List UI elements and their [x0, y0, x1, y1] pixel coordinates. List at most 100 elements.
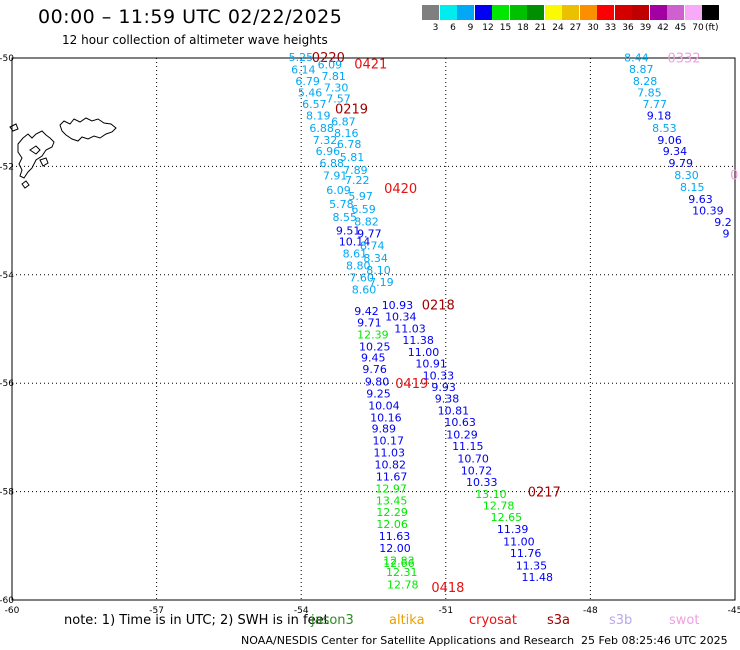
colorbar-label: 18: [517, 23, 529, 33]
wave-height-value: 7.22: [345, 174, 370, 187]
wave-height-value: 12.65: [491, 511, 522, 524]
wave-height-value: 6.78: [337, 138, 362, 151]
wave-height-value: 8.61: [343, 248, 368, 261]
wave-height-value: 10.34: [385, 311, 417, 324]
wave-height-value: 13.45: [376, 494, 408, 507]
wave-height-value: 9.18: [647, 109, 672, 122]
wave-height-value: 10.25: [359, 340, 391, 353]
wave-height-value: 9.80: [365, 376, 390, 389]
colorbar-swatch: [544, 5, 562, 20]
footer-note: note: 1) Time is in UTC; 2) SWH is in fe…: [64, 613, 329, 628]
wave-height-value: 9.63: [688, 193, 713, 206]
colorbar-swatch: [439, 5, 457, 20]
wave-height-value: 9.89: [372, 423, 397, 436]
footer-credit: NOAA/NESDIS Center for Satellite Applica…: [241, 634, 575, 647]
wave-height-value: 8.34: [363, 252, 388, 265]
wave-height-value: 11.63: [379, 530, 411, 543]
wave-height-value: 11.76: [510, 547, 542, 560]
wave-height-value: 10.14: [339, 236, 371, 249]
wave-height-value: 9.93: [431, 381, 456, 394]
wave-height-value: 6.14: [291, 63, 316, 76]
colorbar-label: 15: [499, 23, 512, 33]
pass-time-label: 0421: [354, 57, 387, 72]
pass-time-label: 0: [730, 169, 738, 184]
wave-height-value: 9: [722, 228, 729, 241]
colorbar-label: 3: [432, 23, 439, 33]
wave-height-value: 11.00: [408, 346, 440, 359]
wave-height-value: 11.67: [376, 470, 408, 483]
colorbar-swatch: [684, 5, 702, 20]
colorbar-swatch: [527, 5, 544, 20]
colorbar-label: 42: [657, 23, 669, 33]
wave-height-value: 12.97: [375, 482, 407, 495]
colorbar-unit: (ft): [705, 23, 719, 33]
colorbar-label: 21: [534, 23, 547, 33]
colorbar-swatch: [702, 5, 719, 20]
colorbar-swatch: [492, 5, 509, 20]
colorbar-label: 9: [467, 23, 474, 33]
colorbar-swatch: [614, 5, 632, 20]
satellite-pass-labels: 0220 0421 0219 0420 0218 0419 0217 0418 0332 0: [312, 51, 739, 596]
wave-height-value: 9.51: [336, 224, 361, 237]
map-subtitle: 12 hour collection of altimeter wave hei…: [62, 33, 328, 47]
wave-height-value: 7.30: [324, 81, 349, 94]
wave-height-value: 11.15: [452, 440, 484, 453]
latitude-tick-label: -54: [0, 271, 14, 281]
wave-height-value: 11.03: [374, 447, 406, 460]
pass-time-label: 0332: [668, 51, 701, 66]
wave-height-value: 11.35: [516, 559, 548, 572]
colorbar-swatch: [632, 5, 649, 20]
colorbar-swatch: [649, 5, 667, 20]
legend-item-swot: swot: [669, 613, 700, 628]
pass-time-label: 0217: [528, 486, 561, 501]
longitude-tick-label: -51: [438, 606, 453, 616]
wave-height-value: 6.79: [295, 75, 320, 88]
wave-height-value: 12.00: [379, 542, 411, 555]
wave-height-value: 11.38: [402, 334, 434, 347]
wave-height-value: 7.57: [326, 93, 351, 106]
wave-height-value: 10.91: [415, 358, 447, 371]
wave-height-value: 7.77: [642, 98, 667, 111]
wave-height-value: 9.79: [668, 157, 693, 170]
latitude-tick-label: -58: [0, 488, 14, 498]
wave-height-value: 11.00: [503, 535, 534, 548]
colorbar-swatch: [579, 5, 597, 20]
longitude-tick-label: -57: [149, 606, 164, 616]
wave-height-value: 7.19: [369, 276, 394, 289]
colorbar-swatch: [667, 5, 684, 20]
wave-height-value: 8.10: [366, 264, 391, 277]
colorbar-swatch: [422, 5, 439, 20]
wave-height-value: 10.82: [374, 459, 406, 472]
colorbar-label: 36: [622, 23, 634, 33]
pass-time-label: 0418: [431, 581, 464, 596]
map-title: 00:00 – 11:59 UTC 02/22/2025: [38, 6, 343, 28]
colorbar-label: 24: [552, 23, 564, 33]
wave-height-value: 7.60: [349, 272, 374, 285]
colorbar-label: 30: [587, 23, 599, 33]
wave-height-value: 9.25: [366, 387, 391, 400]
legend-item-cryosat: cryosat: [469, 613, 517, 628]
wave-height-value: 6.57: [302, 98, 327, 111]
wave-height-value: 9.06: [657, 134, 682, 147]
legend-item-altika: altika: [389, 613, 425, 628]
wave-height-value: 10.70: [457, 453, 489, 466]
wave-height-value: 8.44: [624, 51, 649, 64]
wave-height-value: 9.71: [357, 316, 382, 329]
longitude-tick-label: -54: [294, 606, 309, 616]
wave-height-value: 12.78: [387, 578, 419, 591]
wave-height-value: 5.46: [298, 87, 323, 100]
wave-height-value: 11.48: [521, 571, 553, 584]
wave-height-value: 6.88: [309, 122, 334, 135]
wave-height-value: 12.29: [376, 506, 408, 519]
wave-height-value: 10.81: [438, 404, 470, 417]
wave-height-value: 9.77: [357, 228, 382, 241]
wave-height-value: 12.39: [357, 328, 389, 341]
colorbar-label: 70: [692, 23, 704, 33]
colorbar-swatch: [597, 5, 614, 20]
wave-height-value: 7.85: [637, 87, 662, 100]
wave-height-value: 8.74: [360, 240, 385, 253]
wave-height-value: 8.80: [346, 260, 371, 273]
colorbar-label: 6: [450, 23, 456, 33]
lat-lon-grid: [12, 58, 735, 600]
